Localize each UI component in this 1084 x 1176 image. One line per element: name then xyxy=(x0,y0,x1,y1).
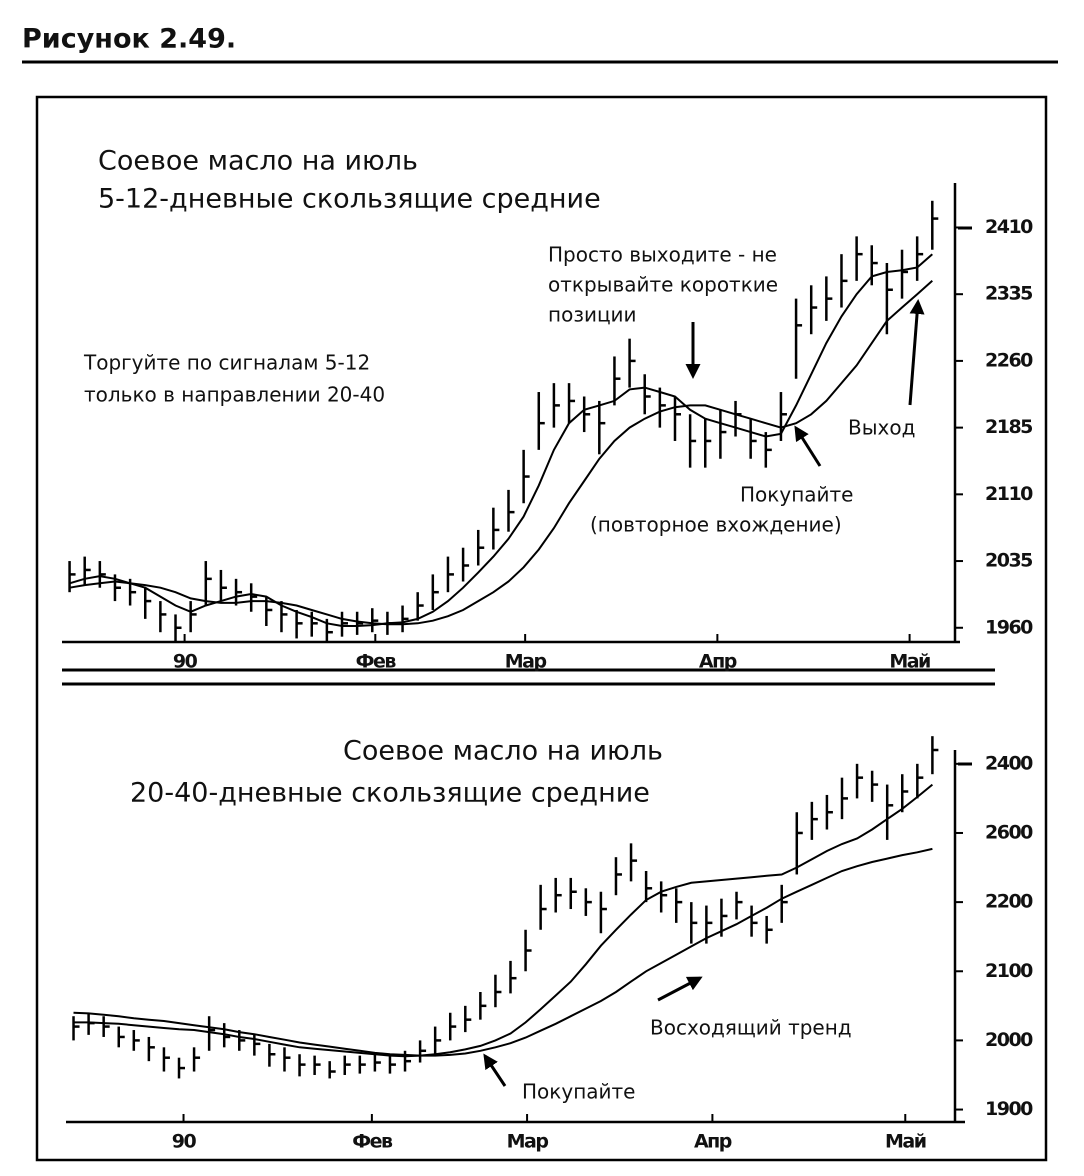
chart-title: Соевое масло на июль xyxy=(98,146,418,177)
y-tick-label: 2000 xyxy=(985,1029,1033,1051)
chart-title: 5-12-дневные скользящие средние xyxy=(98,184,601,215)
x-tick-label: 90 xyxy=(173,651,198,673)
x-tick-label: Фев xyxy=(356,651,397,673)
annotation: Восходящий тренд xyxy=(650,1016,852,1040)
annotation: Торгуйте по сигналам 5-12 xyxy=(83,351,370,375)
arrow xyxy=(794,425,822,467)
x-tick-label: Апр xyxy=(699,651,737,673)
x-tick-label: Апр xyxy=(694,1131,732,1153)
y-tick-label: 2100 xyxy=(985,960,1033,982)
y-tick-label: 2600 xyxy=(985,821,1033,843)
moving-average xyxy=(73,847,933,1057)
y-tick-label: 2035 xyxy=(985,550,1032,572)
x-tick-label: Фев xyxy=(352,1131,393,1153)
annotation: только в направлении 20-40 xyxy=(84,383,385,407)
x-tick-label: Мар xyxy=(505,651,547,673)
moving-average xyxy=(73,783,934,1058)
annotation: Покупайте xyxy=(522,1080,635,1104)
arrow xyxy=(657,976,703,1002)
annotation: открывайте короткие xyxy=(548,273,778,297)
y-tick-label: 2410 xyxy=(985,216,1033,238)
annotation: Покупайте xyxy=(740,483,853,507)
chart-title: Соевое масло на июль xyxy=(343,736,663,767)
y-tick-label: 2400 xyxy=(985,752,1033,774)
y-tick-label: 2200 xyxy=(985,891,1033,913)
figure-caption: Рисунок 2.49. xyxy=(22,24,236,55)
y-tick-label: 1960 xyxy=(985,616,1033,638)
annotation: (повторное вхождение) xyxy=(590,513,842,537)
y-tick-label: 2260 xyxy=(985,349,1033,371)
annotation: Просто выходите - не xyxy=(548,243,777,267)
moving-average xyxy=(69,280,933,626)
y-tick-label: 2110 xyxy=(985,483,1033,505)
chart-title: 20-40-дневные скользящие средние xyxy=(130,778,650,809)
arrow xyxy=(908,299,925,406)
y-tick-label: 1900 xyxy=(985,1098,1033,1120)
x-tick-label: Май xyxy=(885,1131,926,1153)
figure-frame xyxy=(35,95,1048,1162)
annotation: позиции xyxy=(548,303,637,327)
y-tick-label: 2335 xyxy=(985,283,1032,305)
x-tick-label: Мар xyxy=(507,1131,549,1153)
annotation: Выход xyxy=(848,416,915,440)
x-tick-label: 90 xyxy=(172,1131,197,1153)
y-tick-label: 2185 xyxy=(985,416,1032,438)
arrows xyxy=(483,226,972,1087)
x-tick-label: Май xyxy=(889,651,930,673)
arrow xyxy=(483,1053,507,1087)
moving-average xyxy=(69,253,933,627)
